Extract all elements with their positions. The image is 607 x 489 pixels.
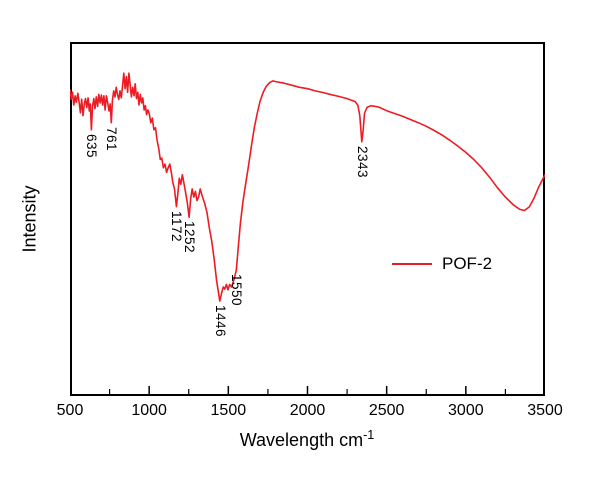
x-tick-label-2000: 2000 <box>289 402 326 419</box>
x-axis-title: Wavelength cm-1 <box>240 428 375 451</box>
x-tick-label-1000: 1000 <box>131 402 167 419</box>
spectrum-line-chart <box>70 42 545 396</box>
legend-label: POF-2 <box>442 254 493 273</box>
legend-line-sample <box>392 262 432 266</box>
x-tick-label-3000: 3000 <box>448 402 484 419</box>
x-axis-title-superscript: -1 <box>363 428 375 442</box>
x-axis-title-text: Wavelength cm <box>239 430 364 450</box>
x-tick-label-500: 500 <box>56 402 84 419</box>
x-tick-label-2500: 2500 <box>368 402 405 419</box>
x-tick-label-3500: 3500 <box>527 402 563 419</box>
legend: POF-2 <box>392 254 492 274</box>
x-tick-label-1500: 1500 <box>210 402 247 419</box>
y-axis-title: Intensity <box>19 185 40 253</box>
plot-area: 635 761 1172 1252 1446 1550 2343 POF-2 <box>70 42 545 396</box>
